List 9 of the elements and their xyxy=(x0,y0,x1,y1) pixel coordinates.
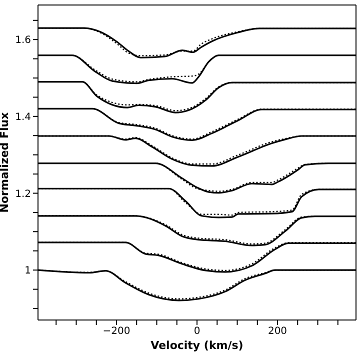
y-tick-label: 1 xyxy=(24,266,31,277)
y-tick-label: 1.2 xyxy=(15,188,31,200)
x-tick-label: −200 xyxy=(102,326,130,338)
y-tick-label: 1.4 xyxy=(15,112,31,123)
y-axis-title: Normalized Flux xyxy=(0,112,11,213)
y-tick-label: 1.6 xyxy=(15,35,31,46)
x-tick-label: 200 xyxy=(268,326,288,338)
x-axis-title: Velocity (km/s) xyxy=(150,339,244,352)
x-tick-label: 0 xyxy=(194,326,200,338)
